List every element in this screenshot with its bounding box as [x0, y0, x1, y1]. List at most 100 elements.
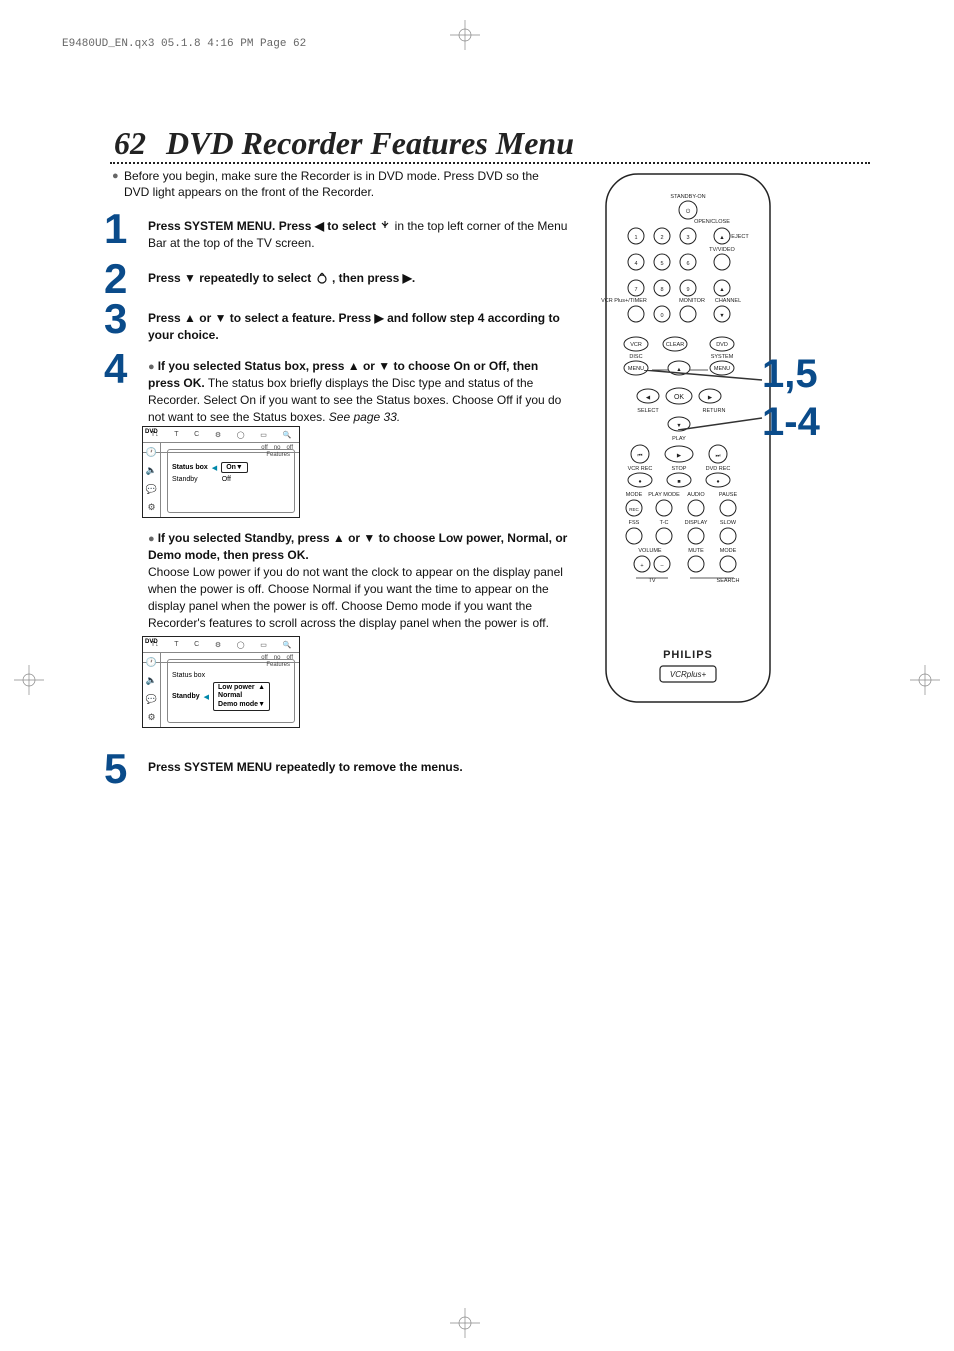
svg-text:7: 7: [634, 287, 637, 293]
menu-features-label: Features: [266, 452, 290, 458]
left-arrow-icon: ◀: [204, 693, 209, 701]
menu-icon: ▭: [260, 431, 267, 439]
menu-opt-demo: Demo mode: [218, 701, 258, 708]
menu-toprow: T↓ T C ⚙ ◯ ▭ 🔍: [143, 427, 299, 443]
step-1-text: Press SYSTEM MENU. Press ◀ to select in …: [148, 218, 568, 252]
dvd-logo-icon: DVD: [145, 639, 158, 645]
menu-leftcol: 🕐 🔈 💬 ⚙: [143, 653, 161, 727]
svg-text:T-C: T-C: [660, 520, 669, 526]
svg-text:9: 9: [686, 287, 689, 293]
step2-bold-a: Press ▼ repeatedly to select: [148, 271, 311, 285]
step-3-text: Press ▲ or ▼ to select a feature. Press …: [148, 310, 568, 344]
svg-text:▲: ▲: [719, 287, 724, 293]
svg-text:PAUSE: PAUSE: [719, 492, 738, 498]
left-arrow-icon: ◀: [212, 464, 217, 472]
svg-text:▲: ▲: [719, 235, 724, 241]
svg-text:TV/VIDEO: TV/VIDEO: [709, 247, 735, 253]
svg-text:SYSTEM: SYSTEM: [711, 354, 734, 360]
bullet-icon: ●: [148, 361, 158, 373]
callout-1-4: 1-4: [762, 400, 820, 445]
step-number-4: 4: [104, 348, 127, 390]
gear-small-icon: ⚙: [147, 502, 155, 513]
step3-bold: Press ▲ or ▼ to select a feature. Press …: [148, 311, 560, 342]
step-4-standby-text: ● If you selected Standby, press ▲ or ▼ …: [148, 530, 568, 631]
speaker-icon: 🔈: [146, 675, 157, 686]
step-number-5: 5: [104, 748, 127, 790]
svg-text:4: 4: [634, 261, 637, 267]
step1-bold: Press SYSTEM MENU. Press ◀ to select: [148, 219, 376, 233]
svg-text:CLEAR: CLEAR: [666, 342, 684, 348]
step-2-text: Press ▼ repeatedly to select , then pres…: [148, 270, 568, 287]
svg-text:VCR REC: VCR REC: [628, 466, 653, 472]
menu-screenshot-standby: DVD T↓ T C ⚙ ◯ ▭ 🔍 off no off 🕐 🔈 💬 ⚙ Fe…: [142, 636, 300, 728]
page-title: DVD Recorder Features Menu: [166, 125, 574, 162]
svg-text:SEARCH: SEARCH: [717, 578, 740, 584]
svg-text:FSS: FSS: [629, 520, 640, 526]
menu-icon: ⚙: [215, 431, 221, 439]
svg-text:TV: TV: [648, 578, 655, 584]
step4-standby-bold: If you selected Standby, press ▲ or ▼ to…: [148, 531, 567, 562]
menu-icon: ⚙: [215, 641, 221, 649]
gear-small-icon: ⚙: [147, 712, 155, 723]
loop-icon: 💬: [146, 484, 157, 495]
menu-option-off: Off: [222, 476, 231, 483]
svg-text:MONITOR: MONITOR: [679, 298, 705, 304]
step2-bold-b: , then press ▶.: [332, 271, 415, 285]
menu-icon: 🔍: [282, 641, 291, 649]
svg-text:DVD REC: DVD REC: [706, 466, 731, 472]
menu-features-label: Features: [266, 662, 290, 668]
menu-inner: Features Status box ◀ On ▼ Standby Off: [167, 449, 295, 513]
svg-text:REC: REC: [629, 507, 639, 512]
menu-icon: 🔍: [282, 431, 291, 439]
step4-status-see: See page 33.: [329, 410, 400, 424]
menu-leftcol: 🕐 🔈 💬 ⚙: [143, 443, 161, 517]
step-5-text: Press SYSTEM MENU repeatedly to remove t…: [148, 759, 568, 776]
svg-text:VCRplus+: VCRplus+: [670, 670, 707, 679]
menu-icon: ◯: [237, 641, 245, 649]
svg-text:VOLUME: VOLUME: [638, 548, 662, 554]
step-number-3: 3: [104, 298, 127, 340]
svg-text:DISC: DISC: [629, 354, 642, 360]
callout-1-5: 1,5: [762, 352, 818, 397]
wrench-icon: [379, 220, 391, 232]
svg-text:⏻: ⏻: [686, 208, 691, 215]
svg-text:⏭: ⏭: [716, 453, 721, 459]
svg-text:AUDIO: AUDIO: [687, 492, 705, 498]
menu-inner: Features Status box Standby ◀ Low power …: [167, 659, 295, 723]
svg-text:●: ●: [716, 479, 719, 485]
svg-text:MUTE: MUTE: [688, 548, 704, 554]
step5-bold: Press SYSTEM MENU repeatedly to remove t…: [148, 760, 463, 774]
menu-icon: C: [194, 641, 199, 648]
svg-text:MODE: MODE: [720, 548, 737, 554]
svg-text:DVD: DVD: [716, 342, 728, 348]
menu-icon: T: [174, 431, 178, 438]
svg-text:1: 1: [634, 235, 637, 241]
svg-text:STANDBY-ON: STANDBY-ON: [670, 194, 705, 200]
svg-text:CHANNEL: CHANNEL: [715, 298, 741, 304]
step-number-1: 1: [104, 208, 127, 250]
speaker-icon: 🔈: [146, 465, 157, 476]
menu-toprow: T↓ T C ⚙ ◯ ▭ 🔍: [143, 637, 299, 653]
menu-icon: ▭: [260, 641, 267, 649]
bullet-icon: ●: [148, 533, 158, 545]
svg-text:PLAY: PLAY: [672, 436, 686, 442]
svg-text:▼: ▼: [719, 313, 724, 319]
svg-text:●: ●: [638, 479, 641, 485]
page-number: 62: [114, 125, 146, 162]
svg-text:2: 2: [660, 235, 663, 241]
svg-text:EJECT: EJECT: [731, 234, 749, 240]
menu-icon: C: [194, 431, 199, 438]
gear-icon: [315, 272, 329, 284]
intro-bullet: ●: [112, 170, 119, 182]
intro-text: Before you begin, make sure the Recorder…: [124, 168, 554, 200]
svg-text:+: +: [640, 563, 643, 569]
svg-text:STOP: STOP: [672, 466, 687, 472]
svg-text:MENU: MENU: [628, 366, 644, 372]
svg-text:5: 5: [660, 261, 663, 267]
svg-text:PLAY MODE: PLAY MODE: [648, 492, 680, 498]
svg-text:VCR Plus+/TIMER: VCR Plus+/TIMER: [601, 298, 647, 304]
menu-options-box: Low power ▲ Normal Demo mode ▼: [213, 682, 270, 711]
step-4-status-text: ● If you selected Status box, press ▲ or…: [148, 358, 568, 426]
menu-opt-lowpower: Low power: [218, 684, 255, 691]
dvd-logo-icon: DVD: [145, 429, 158, 435]
